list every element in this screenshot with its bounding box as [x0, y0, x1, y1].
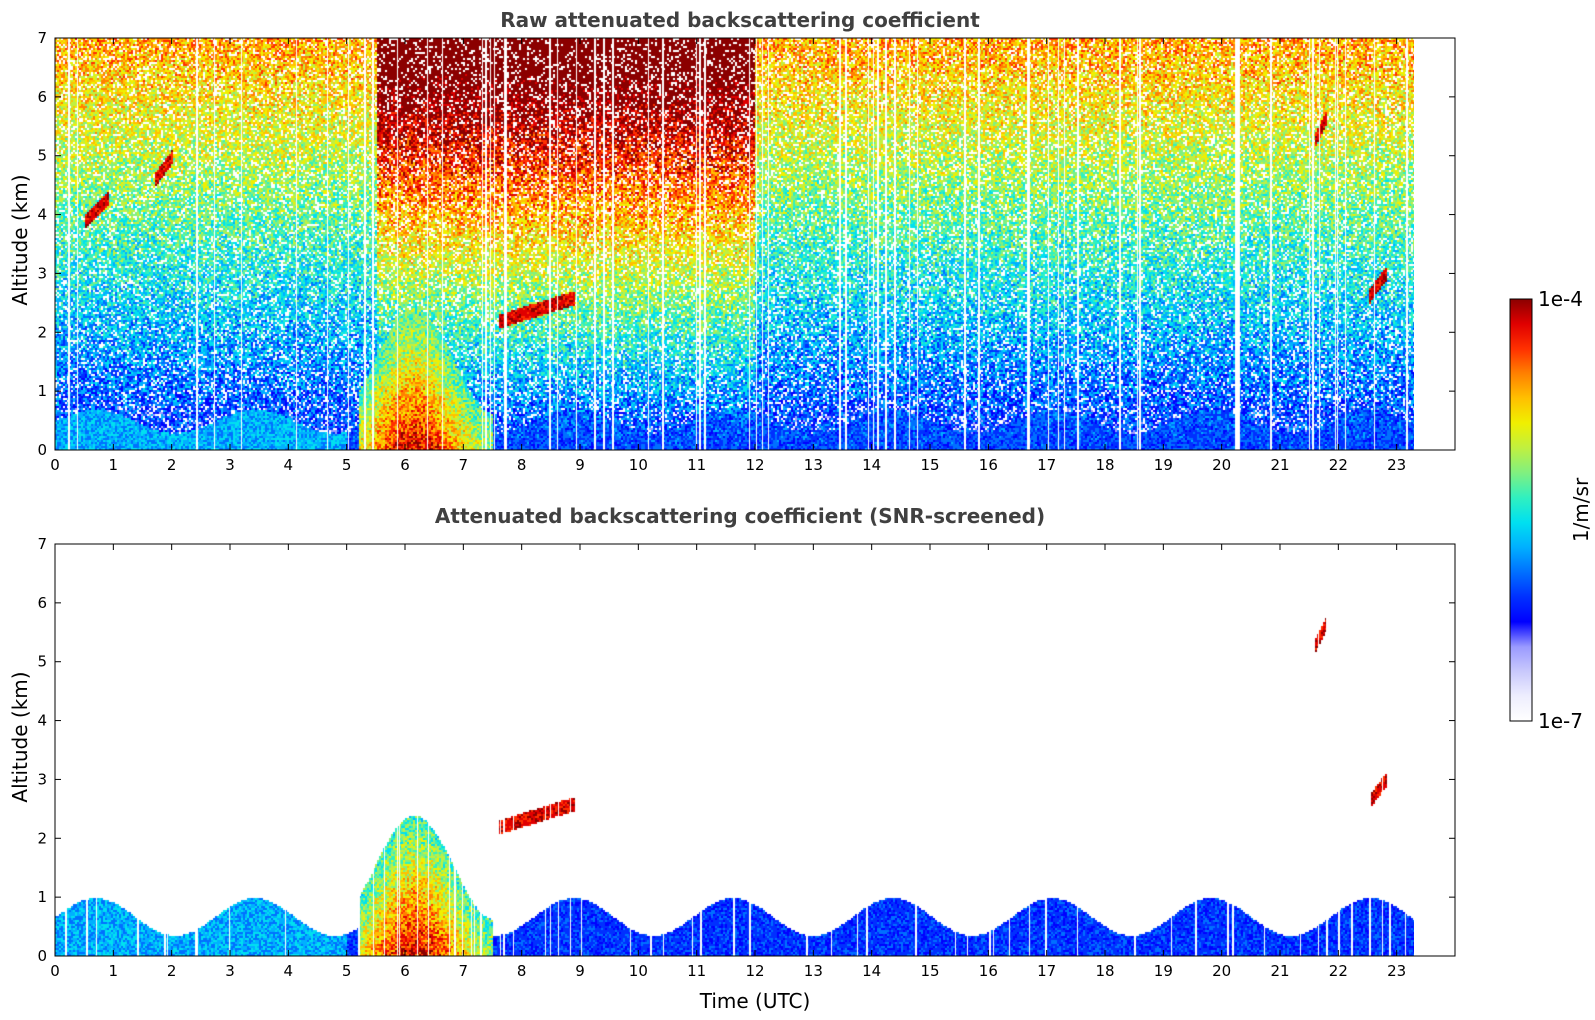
y-tick-label: 5	[37, 147, 47, 165]
x-tick-label: 11	[687, 456, 706, 474]
x-tick-label: 16	[979, 456, 998, 474]
y-tick-label: 0	[37, 441, 47, 459]
panel-screened: Attenuated backscattering coefficient (S…	[8, 504, 1456, 1013]
x-tick-label: 8	[517, 962, 527, 980]
x-tick-label: 4	[284, 962, 294, 980]
x-tick-label: 1	[109, 962, 119, 980]
x-tick-label: 20	[1212, 962, 1231, 980]
colorbar-bar	[1509, 298, 1533, 722]
y-tick-label: 2	[37, 829, 47, 847]
panel-raw-title: Raw attenuated backscattering coefficien…	[500, 8, 980, 32]
x-tick-label: 15	[920, 456, 939, 474]
panel-raw-heatmap	[55, 38, 1414, 450]
y-tick-label: 7	[37, 29, 47, 47]
x-tick-label: 22	[1329, 962, 1348, 980]
x-tick-label: 13	[804, 962, 823, 980]
panel-screened-ylabel: Altitude (km)	[8, 671, 32, 802]
x-tick-label: 11	[687, 962, 706, 980]
x-tick-label: 19	[1154, 962, 1173, 980]
y-tick-label: 6	[37, 594, 47, 612]
panel-raw: Raw attenuated backscattering coefficien…	[8, 8, 1456, 474]
x-tick-label: 3	[225, 456, 235, 474]
heatmap-image	[55, 38, 1414, 450]
x-tick-label: 10	[629, 962, 648, 980]
y-tick-label: 4	[37, 206, 47, 224]
y-tick-label: 6	[37, 88, 47, 106]
colorbar-unit-label: 1/m/sr	[1569, 477, 1593, 542]
x-tick-label: 12	[745, 456, 764, 474]
heatmap-image	[55, 544, 1414, 956]
x-tick-label: 2	[167, 456, 177, 474]
panel-screened-title: Attenuated backscattering coefficient (S…	[435, 504, 1045, 528]
x-tick-label: 21	[1270, 456, 1289, 474]
x-tick-label: 12	[745, 962, 764, 980]
panel-screened-x-ticks: 0 1 2 3 4 5 6 7 8 9 10 11 12 13 14 15 16 17 18 19 20 21 22 23	[50, 544, 1406, 980]
x-tick-label: 4	[284, 456, 294, 474]
x-tick-label: 14	[862, 456, 881, 474]
x-tick-label: 2	[167, 962, 177, 980]
y-tick-label: 1	[37, 888, 47, 906]
x-tick-label: 9	[575, 456, 585, 474]
y-tick-label: 4	[37, 712, 47, 730]
panel-screened-heatmap	[55, 544, 1414, 956]
colorbar-min-label: 1e-7	[1538, 709, 1583, 733]
x-tick-label: 23	[1387, 962, 1406, 980]
y-tick-label: 3	[37, 264, 47, 282]
y-tick-label: 7	[37, 535, 47, 553]
x-tick-label: 3	[225, 962, 235, 980]
colorbar: 1e-4 1e-7 1/m/sr	[1509, 287, 1593, 733]
y-tick-label: 2	[37, 323, 47, 341]
x-tick-label: 22	[1329, 456, 1348, 474]
panel-raw-y-ticks: 0 1 2 3 4 5 6 7	[37, 29, 1455, 459]
x-tick-label: 1	[109, 456, 119, 474]
x-tick-label: 21	[1270, 962, 1289, 980]
x-tick-label: 16	[979, 962, 998, 980]
panel-raw-ylabel: Altitude (km)	[8, 174, 32, 305]
y-tick-label: 1	[37, 382, 47, 400]
x-tick-label: 6	[400, 456, 410, 474]
x-tick-label: 7	[459, 456, 469, 474]
x-tick-label: 5	[342, 456, 352, 474]
x-tick-label: 18	[1095, 962, 1114, 980]
x-tick-label: 8	[517, 456, 527, 474]
x-tick-label: 15	[920, 962, 939, 980]
x-tick-label: 20	[1212, 456, 1231, 474]
x-tick-label: 18	[1095, 456, 1114, 474]
x-tick-label: 19	[1154, 456, 1173, 474]
x-tick-label: 17	[1037, 456, 1056, 474]
x-tick-label: 13	[804, 456, 823, 474]
x-tick-label: 10	[629, 456, 648, 474]
x-tick-label: 5	[342, 962, 352, 980]
colorbar-max-label: 1e-4	[1538, 287, 1583, 311]
y-tick-label: 0	[37, 947, 47, 965]
x-tick-label: 14	[862, 962, 881, 980]
x-tick-label: 9	[575, 962, 585, 980]
x-tick-label: 23	[1387, 456, 1406, 474]
panel-screened-xlabel: Time (UTC)	[699, 989, 811, 1013]
x-tick-label: 0	[50, 962, 60, 980]
y-tick-label: 5	[37, 653, 47, 671]
x-tick-label: 7	[459, 962, 469, 980]
y-tick-label: 3	[37, 770, 47, 788]
x-tick-label: 0	[50, 456, 60, 474]
x-tick-label: 6	[400, 962, 410, 980]
x-tick-label: 17	[1037, 962, 1056, 980]
panel-screened-y-ticks: 0 1 2 3 4 5 6 7	[37, 535, 1455, 965]
panel-raw-x-ticks: 0 1 2 3 4 5 6 7 8 9 10 11 12 13 14 15 16 17 18 19 20 21 22 23	[50, 38, 1406, 474]
